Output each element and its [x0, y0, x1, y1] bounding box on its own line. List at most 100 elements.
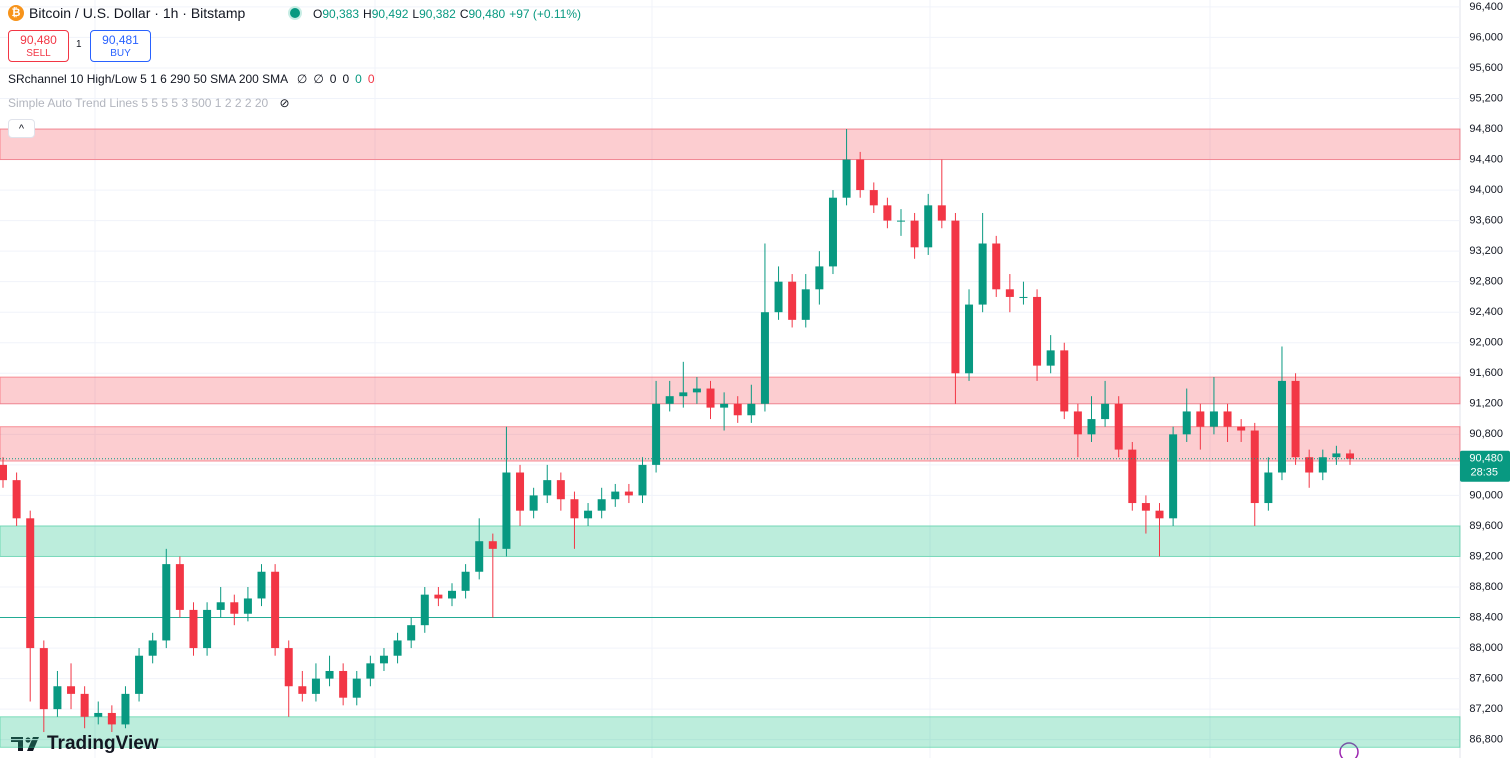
indicator-value: ∅ [296, 72, 308, 86]
candle-body [965, 304, 974, 374]
candle-body [107, 712, 116, 725]
candle-body [67, 686, 76, 694]
candle-body [298, 686, 307, 694]
sell-price: 90,480 [20, 33, 57, 47]
ohlc-label: C [459, 7, 469, 21]
symbol-title[interactable]: Bitcoin / U.S. Dollar · 1h · Bitstamp [29, 5, 246, 21]
y-tick-label: 96,000 [1469, 31, 1503, 43]
ohlc-value: 90,492 [371, 7, 409, 21]
y-tick-label: 90,800 [1469, 428, 1503, 440]
price-grid [0, 6, 1460, 741]
y-tick-label: 94,400 [1469, 153, 1503, 165]
candle-body [189, 609, 198, 649]
candle-body [679, 392, 688, 397]
sr-zone [0, 128, 1461, 161]
candle-body [257, 571, 266, 599]
candle-body [1169, 434, 1178, 519]
last-price-label: 90,480 [1469, 453, 1503, 465]
indicator-name: SRchannel 10 High/Low 5 1 6 290 50 SMA 2… [8, 72, 288, 86]
candle-body [652, 403, 661, 465]
spread: 1 [76, 39, 82, 50]
candle-body [339, 670, 348, 698]
collapse-button[interactable]: ^ [8, 119, 35, 138]
sr-zone [0, 525, 1461, 557]
candle-body [1005, 289, 1014, 297]
candle-body [94, 712, 103, 717]
candle-body [271, 571, 280, 649]
candle-body [747, 403, 756, 416]
candle-body [475, 541, 484, 572]
y-tick-label: 92,800 [1469, 276, 1503, 288]
candle-body [1277, 380, 1286, 473]
sr-zone [0, 426, 1461, 462]
candle-body [774, 281, 783, 313]
candle-body [529, 495, 538, 511]
ohlc-value: 90,480 [468, 7, 506, 21]
sell-button[interactable]: 90,480 SELL [8, 30, 69, 62]
y-tick-label: 94,800 [1469, 123, 1503, 135]
hidden-icon[interactable]: ⊘ [279, 96, 290, 110]
sr-zone [0, 376, 1461, 405]
candle-body [720, 403, 729, 408]
indicator-row[interactable]: SRchannel 10 High/Low 5 1 6 290 50 SMA 2… [8, 72, 381, 86]
candle-body [924, 205, 933, 248]
candle-body [788, 281, 797, 320]
candle-body [828, 197, 837, 267]
candle-body [842, 159, 851, 198]
y-tick-label: 89,600 [1469, 520, 1503, 532]
candle-body [570, 499, 579, 519]
ohlc-label: H [363, 7, 372, 21]
y-tick-label: 88,000 [1469, 642, 1503, 654]
ohlc-value: 90,382 [419, 7, 456, 21]
indicator-name: Simple Auto Trend Lines 5 5 5 5 3 500 1 … [8, 96, 269, 110]
alert-icon [1339, 742, 1359, 758]
change: +97 (+0.11%) [509, 7, 582, 21]
candle-body [502, 472, 511, 549]
indicator-row[interactable]: Simple Auto Trend Lines 5 5 5 5 3 500 1 … [8, 96, 290, 110]
y-tick-label: 95,200 [1469, 92, 1503, 104]
y-tick-label: 90,000 [1469, 489, 1503, 501]
y-tick-label: 94,000 [1469, 184, 1503, 196]
ohlc-legend: O90,383 H90,492 L90,382 C90,480 +97 (+0.11%) [313, 7, 581, 21]
buy-price: 90,481 [102, 33, 139, 47]
candle-body [1033, 296, 1042, 366]
candle-body [39, 648, 48, 710]
candle-body [461, 571, 470, 591]
candle-body [584, 510, 593, 519]
indicator-value: 0 [367, 72, 375, 86]
ohlc-label: L [412, 7, 420, 21]
candle-body [1073, 411, 1082, 435]
buy-label: BUY [110, 48, 131, 59]
candle-body [216, 602, 225, 610]
ohlc-label: O [313, 7, 323, 21]
candle-body [883, 205, 892, 221]
coin-icon: ₿ [8, 5, 24, 21]
candle-body [1087, 419, 1096, 435]
candle-body [53, 686, 62, 710]
candle-body [80, 693, 89, 717]
sr-zone [0, 716, 1461, 748]
logo-text: TradingView [47, 733, 159, 754]
candle-body [1237, 426, 1246, 431]
candle-body [420, 594, 429, 626]
candle-body [1141, 503, 1150, 511]
candle-body [12, 480, 21, 519]
candle-body [815, 266, 824, 290]
icon [1339, 742, 1359, 758]
candle-body [379, 655, 388, 664]
candle-body [638, 464, 647, 496]
candle-body [1305, 457, 1314, 473]
candle-body [1182, 411, 1191, 435]
countdown: 28:35 [1470, 467, 1498, 479]
candle-body [1250, 430, 1259, 504]
y-tick-label: 93,200 [1469, 245, 1503, 257]
candle-body [162, 564, 171, 641]
candle-body [284, 648, 293, 687]
candle-body [597, 499, 606, 511]
y-tick-label: 89,200 [1469, 550, 1503, 562]
candle-body [1264, 472, 1273, 504]
buy-button[interactable]: 90,481 BUY [90, 30, 151, 62]
candle-body [856, 159, 865, 191]
candle-body [393, 640, 402, 656]
candle-body [407, 625, 416, 641]
